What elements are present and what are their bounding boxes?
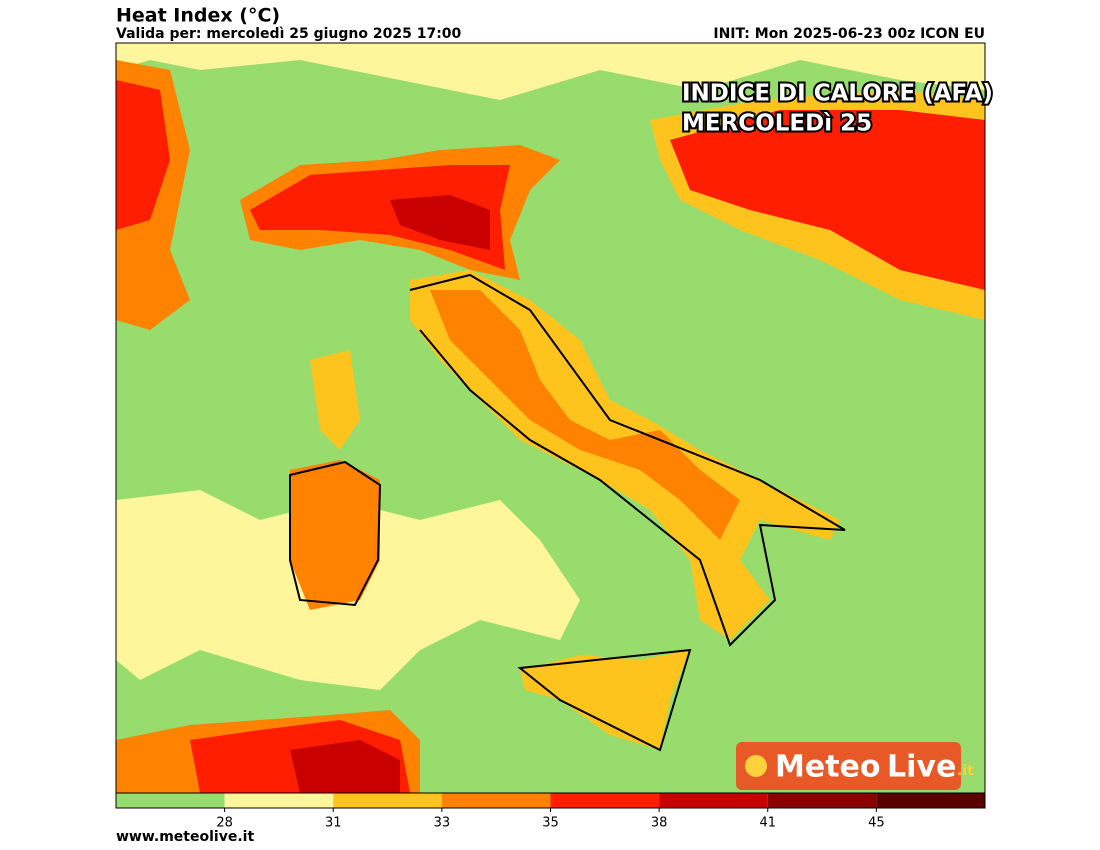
coastlines [289,273,846,752]
logo-meteo: Meteo [775,750,881,785]
logo-box [736,742,961,790]
logo-it: .it [957,763,974,779]
colorbar-tick-label: 35 [542,816,559,831]
colorbar-tick-label: 38 [651,816,668,831]
colorbar-tick-label: 45 [868,816,885,831]
corsica [310,350,360,450]
colorbar-tick-label: 28 [216,816,233,831]
overlay-line: MERCOLEDì 25 [682,111,872,137]
france-red [116,80,170,230]
colorbar-segment [767,793,877,808]
overlay-line: INDICE DI CALORE (AFA) [682,81,993,107]
colorbar-segment [224,793,334,808]
logo-sun [745,755,767,777]
colorbar-segment [116,793,225,808]
north-area [116,43,985,100]
map: Meteo Live .it [116,43,985,793]
africa-darkred [290,740,400,793]
colorbar-segment [441,793,551,808]
logo-live: Live [887,750,956,785]
colorbar-tick-label: 33 [434,816,451,831]
colorbar-segment [876,793,985,808]
footer-url: www.meteolive.it [116,829,254,845]
init-label: INIT: Mon 2025-06-23 00z ICON EU [713,26,985,42]
colorbar-segment [659,793,768,808]
sicily [520,650,690,750]
sardinia [290,460,380,610]
title: Heat Index (°C) [116,5,280,27]
colorbar-tick-label: 41 [759,816,776,831]
colorbar-tick-label: 31 [325,816,342,831]
subtitle: Valida per: mercoledì 25 giugno 2025 17:… [116,26,462,42]
po-valley-darkred [390,195,490,250]
colorbar-segment [550,793,660,808]
peninsula-orange [430,290,740,540]
po-valley-red [250,165,510,270]
balkans-red [670,110,985,290]
colorbar-segment [333,793,442,808]
